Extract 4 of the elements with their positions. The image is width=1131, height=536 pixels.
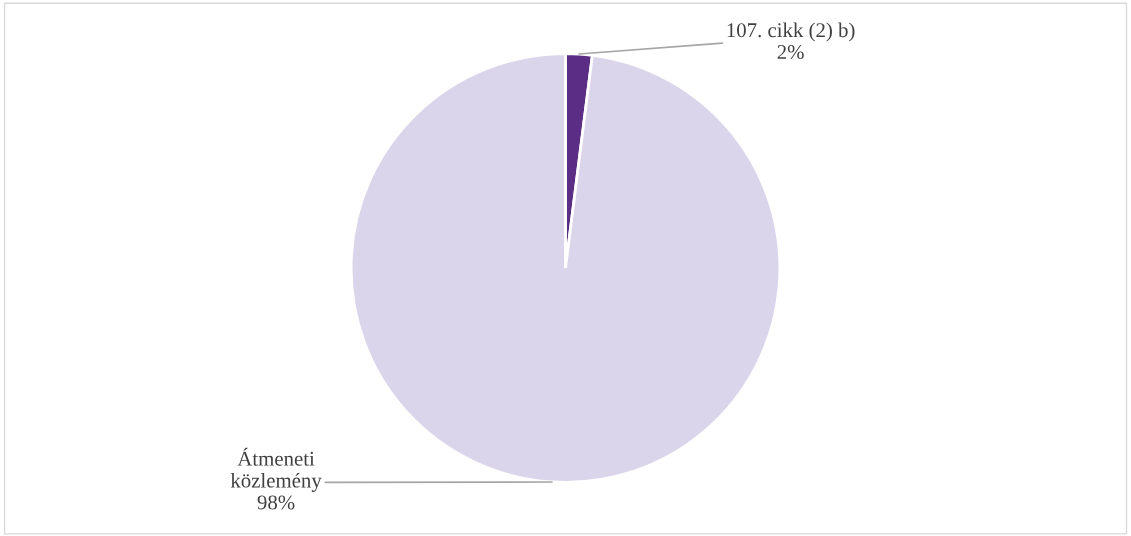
slice-label: 107. cikk (2) b): [727, 22, 855, 42]
data-label: 2%: [777, 44, 804, 60]
slice-label: Átmeneti közlemény: [230, 447, 322, 492]
data-label: 98%: [257, 495, 295, 510]
